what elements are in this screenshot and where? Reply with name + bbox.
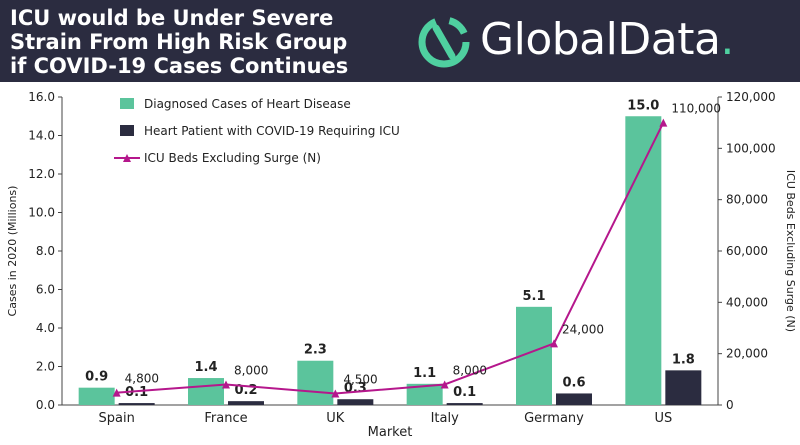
- data-label-icu-patients: 0.1: [453, 385, 476, 400]
- y-tick-label: 10.0: [28, 206, 55, 220]
- bar-icu-patients: [665, 370, 702, 405]
- x-tick-label: Italy: [431, 411, 460, 426]
- y2-tick-label: 100,000: [726, 141, 776, 155]
- globaldata-logo: GlobalData.: [412, 10, 792, 74]
- line-point-icu-beds: [222, 380, 230, 389]
- bar-diagnosed: [625, 116, 662, 405]
- y-tick-label: 14.0: [28, 129, 55, 143]
- y-axis-title: Cases in 2020 (Millions): [6, 186, 19, 317]
- y2-axis-title: ICU Beds Excluding Surge (N): [784, 170, 797, 332]
- y2-tick-label: 120,000: [726, 90, 776, 104]
- line-icu-beds: [116, 122, 665, 395]
- data-label-icu-beds: 4,800: [125, 372, 159, 386]
- y-tick-label: 0.0: [36, 398, 55, 412]
- line-point-icu-beds: [659, 118, 668, 127]
- globaldata-ring-icon: [418, 16, 470, 68]
- combo-chart: 0.0 2.0 4.0 6.0 8.0 10.0 12.0 14.0 16.0 0 20,000 40…: [6, 90, 797, 440]
- y-tick-label: 6.0: [36, 283, 55, 297]
- y-tick-label: 4.0: [36, 321, 55, 335]
- bar-diagnosed: [297, 360, 334, 405]
- x-tick-label: UK: [326, 411, 345, 426]
- x-tick-label: France: [204, 411, 247, 426]
- data-label-icu-patients: 0.6: [562, 375, 585, 390]
- data-label-diagnosed: 1.4: [194, 360, 217, 375]
- data-label-diagnosed: 0.9: [85, 370, 108, 385]
- bar-icu-patients: [118, 403, 155, 405]
- y2-tick-label: 0: [726, 398, 734, 412]
- data-label-icu-patients: 1.8: [672, 352, 695, 367]
- line-point-icu-beds: [331, 389, 340, 398]
- y-tick-label: 16.0: [28, 90, 55, 104]
- y2-tick-label: 80,000: [726, 193, 768, 207]
- line-point-icu-beds: [112, 388, 121, 397]
- data-label-diagnosed: 1.1: [413, 366, 436, 381]
- y2-tick-label: 40,000: [726, 295, 768, 309]
- chart-area: 0.0 2.0 4.0 6.0 8.0 10.0 12.0 14.0 16.0 0 20,000 40…: [0, 82, 800, 440]
- y-tick-label: 2.0: [36, 360, 55, 374]
- line-point-icu-beds: [550, 339, 558, 348]
- bar-diagnosed: [188, 378, 224, 405]
- bar-diagnosed: [78, 387, 115, 405]
- y2-tick-label: 20,000: [726, 347, 768, 361]
- x-axis-title: Market: [368, 425, 413, 440]
- data-label-icu-beds: 8,000: [453, 363, 487, 377]
- bar-icu-patients: [556, 393, 592, 405]
- data-label-diagnosed: 15.0: [627, 98, 659, 113]
- legend-label-icu-beds: ICU Beds Excluding Surge (N): [144, 151, 321, 165]
- data-label-icu-beds: 4,500: [343, 372, 377, 386]
- title-line: ICU would be Under Severe: [10, 6, 334, 30]
- logo-wordmark: GlobalData.: [480, 14, 734, 65]
- legend-label-diagnosed: Diagnosed Cases of Heart Disease: [144, 97, 351, 111]
- x-tick-label: Spain: [99, 411, 135, 426]
- y-tick-label: 12.0: [28, 167, 55, 181]
- title-line: Strain From High Risk Group: [10, 30, 348, 54]
- data-label-icu-beds: 110,000: [671, 102, 721, 116]
- data-label-icu-beds: 8,000: [234, 363, 268, 377]
- bar-icu-patients: [446, 403, 483, 405]
- y2-tick-label: 60,000: [726, 244, 768, 258]
- legend-marker-icu-beds: [123, 154, 131, 162]
- chart-title: ICU would be Under Severe Strain From Hi…: [10, 6, 410, 78]
- legend-label-icu-patients: Heart Patient with COVID-19 Requiring IC…: [144, 124, 400, 138]
- data-label-diagnosed: 2.3: [304, 343, 327, 358]
- legend-swatch-diagnosed: [120, 98, 134, 109]
- y-tick-label: 8.0: [36, 244, 55, 258]
- x-tick-label: Germany: [524, 411, 584, 426]
- line-point-icu-beds: [440, 380, 449, 389]
- legend-swatch-icu-patients: [120, 125, 134, 136]
- header-banner: ICU would be Under Severe Strain From Hi…: [0, 0, 800, 82]
- bar-icu-patients: [228, 401, 264, 405]
- data-label-diagnosed: 5.1: [522, 289, 545, 304]
- title-line: if COVID-19 Cases Continues: [10, 54, 349, 78]
- data-label-icu-beds: 24,000: [562, 322, 604, 336]
- bar-icu-patients: [337, 399, 374, 405]
- bar-diagnosed: [406, 383, 443, 405]
- x-tick-label: US: [654, 411, 672, 426]
- data-label-icu-patients: 0.1: [125, 385, 148, 400]
